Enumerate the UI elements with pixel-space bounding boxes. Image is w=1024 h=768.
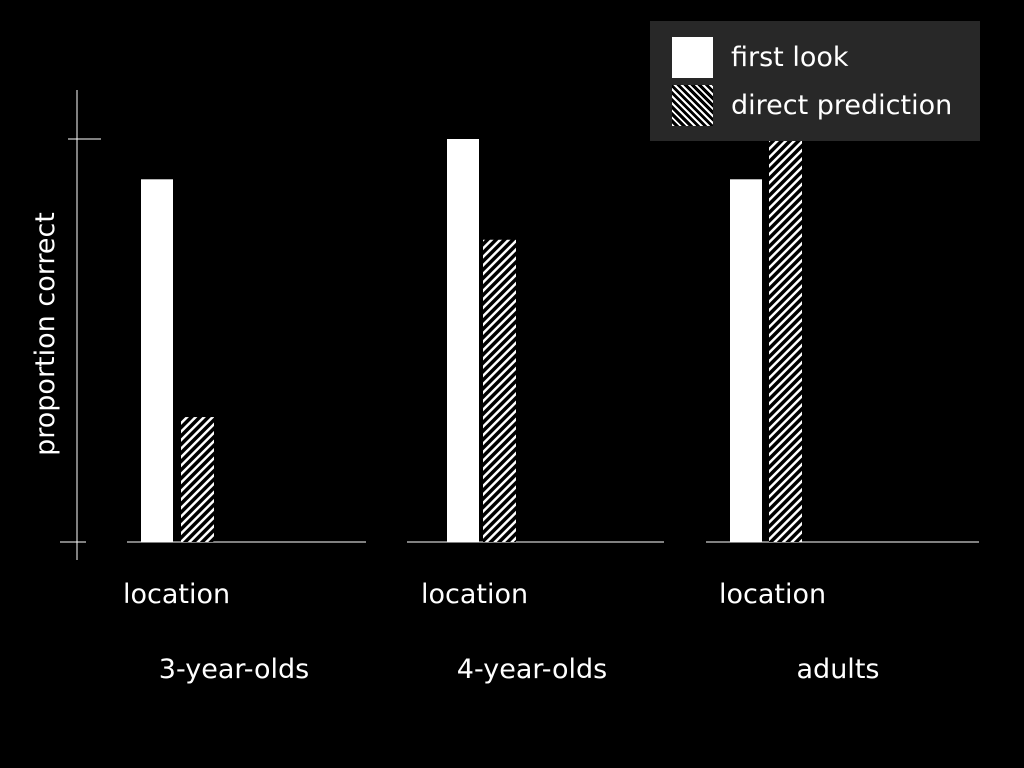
bars — [141, 139, 802, 543]
legend-label: direct prediction — [731, 90, 953, 121]
legend-item-first-look: first look — [672, 37, 849, 78]
y-axis-label: proportion correct — [30, 212, 61, 456]
category-label: location — [421, 579, 528, 610]
category-label: location — [123, 579, 230, 610]
bar-direct-prediction — [181, 417, 214, 542]
group-label: 4-year-olds — [457, 654, 607, 685]
legend: first look direct prediction — [650, 21, 980, 141]
legend-label: first look — [731, 42, 849, 73]
bar-first-look — [141, 179, 173, 543]
bar-direct-prediction — [483, 239, 516, 542]
legend-swatch-solid — [672, 37, 713, 78]
group-label: adults — [797, 654, 880, 685]
bar-first-look — [730, 179, 762, 543]
bar-direct-prediction — [769, 139, 802, 542]
labels: proportion correct location 3-year-olds loc… — [30, 212, 879, 685]
legend-item-direct-prediction: direct prediction — [672, 85, 952, 126]
group-label: 3-year-olds — [159, 654, 309, 685]
category-label: location — [719, 579, 826, 610]
legend-swatch-hatched — [672, 85, 713, 126]
bar-first-look — [447, 139, 479, 542]
